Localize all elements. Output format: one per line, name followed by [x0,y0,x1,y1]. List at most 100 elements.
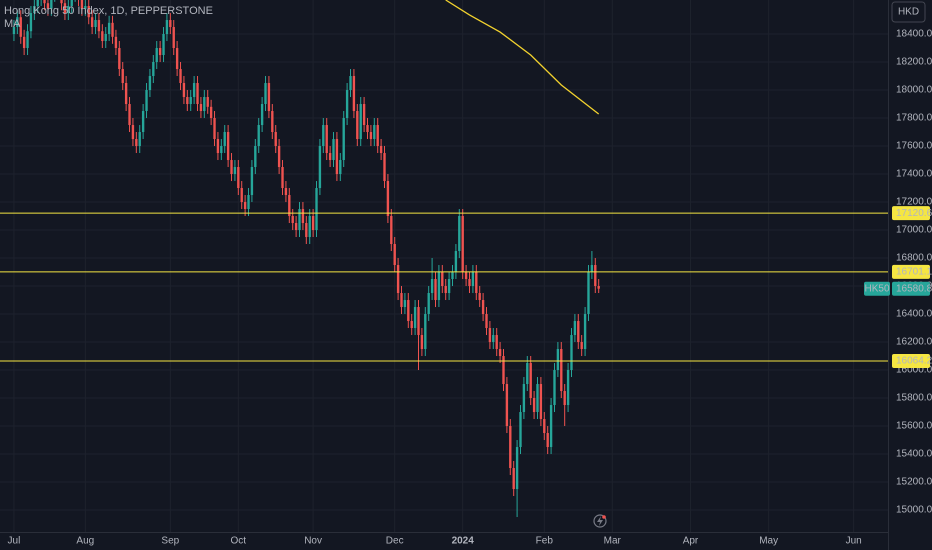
y-tick-label: 16000.0 [896,365,932,376]
candle-body [189,97,192,105]
candle-body [36,0,39,7]
candle-body [158,48,162,56]
candle-body [583,314,587,350]
candle-body [335,139,339,175]
candle-body [481,300,485,315]
y-tick-label: 17000.0 [896,225,932,236]
candle-body [447,279,451,294]
candle-body [186,97,189,105]
candle-body [311,216,315,231]
candle-body [192,83,196,98]
candle-body [22,36,26,49]
candle-body [155,48,158,63]
candle-body [33,6,36,14]
candle-body [379,146,383,154]
candle-body [101,31,104,42]
candle-body [424,314,427,350]
x-tick-label: Jun [846,536,862,547]
candle-body [175,48,179,70]
y-tick-label: 16800.0 [896,253,932,264]
candle-body [566,370,570,406]
candle-body [362,104,366,126]
candle-body [345,90,349,119]
candle-body [111,22,114,37]
candle-body [417,307,420,336]
candle-body [243,202,247,210]
candle-body [63,3,67,14]
candle-body [277,146,281,168]
candle-body [492,335,495,343]
candle-body [203,97,206,112]
candle-body [512,468,515,490]
candle-body [410,321,413,329]
candle-body [573,321,577,336]
candle-body [288,195,291,217]
currency-label[interactable]: HKD [898,7,919,18]
candle-body [294,223,298,231]
candle-body [580,342,583,350]
candle-body [430,279,434,294]
candle-body [26,31,29,49]
candle-body [522,384,526,413]
candle-body [386,181,390,217]
candle-body [260,104,264,126]
y-tick-label: 15200.0 [896,477,932,488]
candle-body [301,209,305,224]
candle-body [349,76,352,91]
candle-body [213,118,216,140]
candle-body [590,265,594,273]
candle-body [488,328,492,343]
x-tick-label: Jul [8,536,21,547]
candle-body [84,6,87,9]
candle-body [264,83,267,105]
candle-body [315,188,318,231]
candle-body [114,36,118,49]
candle-body [274,132,277,147]
x-tick-label: Feb [536,536,554,547]
candle-body [553,370,556,406]
candle-body [498,349,502,357]
indicator-label: MA [4,18,21,30]
candle-body [454,251,458,273]
candle-body [60,0,63,4]
candle-body [536,384,539,413]
candle-body [145,90,148,112]
level-label: 17120.6 [896,208,932,219]
x-tick-label: Sep [161,536,179,547]
candle-body [223,132,226,147]
candle-body [50,0,53,9]
currency-button[interactable] [891,1,926,23]
candle-body [12,27,16,35]
candle-body [383,153,386,182]
x-tick-label: Apr [683,536,699,547]
candle-body [515,447,519,490]
candle-body [206,97,209,107]
candle-body [230,160,233,175]
symbol-box [864,281,890,296]
candle-body [46,3,50,9]
candle-body [505,384,509,427]
y-tick-label: 15400.0 [896,449,932,460]
y-tick-label: 16400.0 [896,309,932,320]
candle-body [271,111,274,133]
candle-body [138,132,141,147]
candle-body [390,216,393,245]
candle-body [281,167,284,189]
candle-body [199,104,203,112]
candle-body [373,125,376,140]
candle-body [393,244,396,266]
candle-body [322,125,325,147]
candle-body [121,69,124,84]
candle-body [162,34,165,56]
x-tick-label: Nov [304,536,322,547]
lightning-icon[interactable] [593,514,607,528]
candle-body [403,300,407,308]
candle-body [135,139,138,147]
candle-body [369,132,373,140]
candle-body [342,118,345,161]
candle-body [240,188,243,203]
y-tick-label: 18400.0 [896,29,932,40]
candle-body [220,146,223,154]
candle-body [478,293,481,301]
